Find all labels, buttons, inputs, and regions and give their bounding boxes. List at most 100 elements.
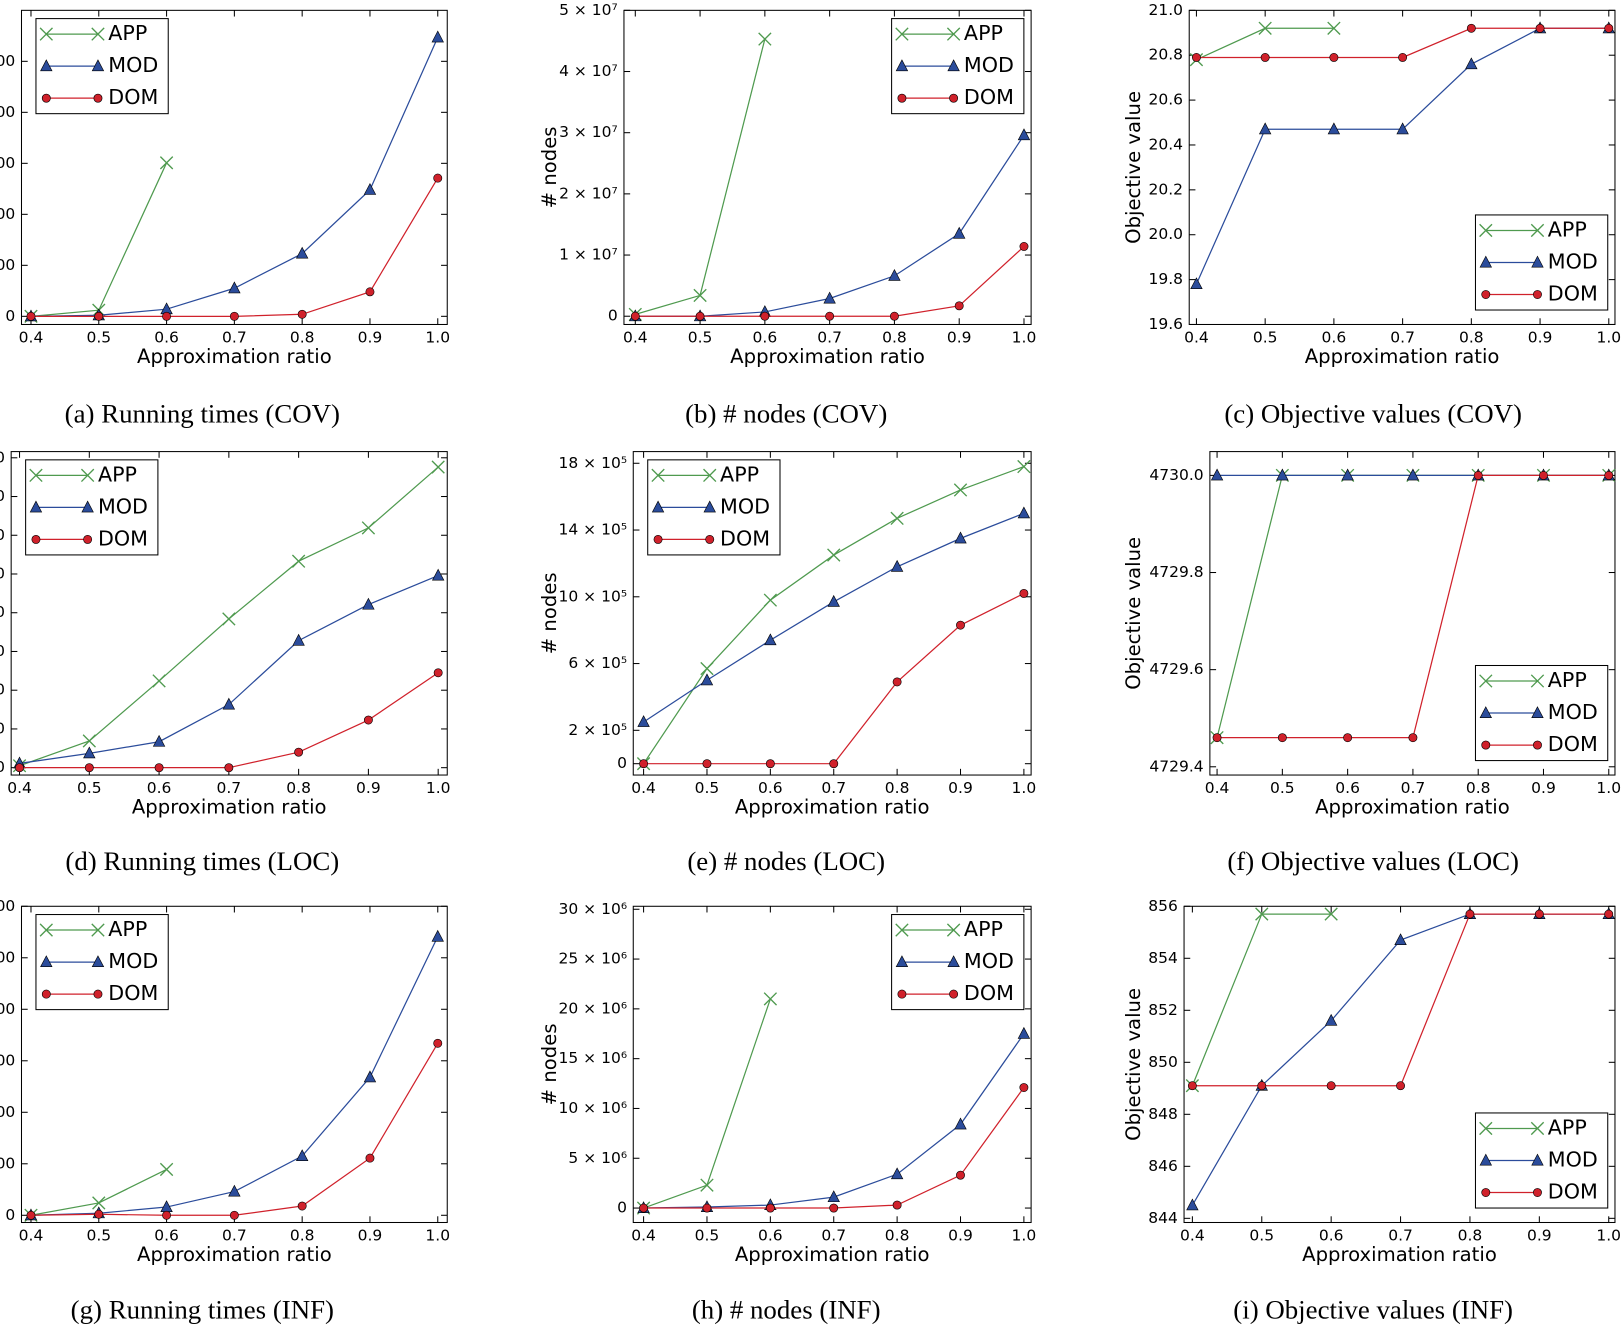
x-tick-label: 0.9: [358, 1226, 383, 1244]
data-point: [433, 1038, 443, 1048]
plot-area: [24, 929, 444, 1222]
legend-marker: [895, 923, 909, 937]
data-point: [1019, 1083, 1029, 1092]
legend: APP MOD DOM: [1474, 664, 1609, 762]
x-tick-label: 0.6: [147, 779, 172, 797]
x-tick-label: 0.4: [7, 779, 32, 797]
data-point: [1276, 468, 1289, 481]
series-line: [19, 672, 439, 769]
legend-marker: [1481, 1188, 1491, 1197]
data-point: [890, 1167, 904, 1180]
legend-label: DOM: [720, 526, 770, 550]
legend-label: APP: [108, 21, 147, 45]
y-tick-label: 20.4: [1149, 135, 1184, 153]
data-point: [765, 759, 775, 769]
x-tick-label: 0.6: [758, 1226, 783, 1244]
data-point: [433, 668, 443, 678]
x-tick-label: 0.4: [1205, 779, 1230, 797]
legend-marker: [1531, 255, 1544, 268]
y-tick-label: 800: [0, 448, 5, 466]
x-tick-label: 0.6: [758, 779, 783, 797]
legend-marker: [1481, 290, 1491, 299]
data-point: [763, 593, 778, 607]
y-axis-label: Objective value: [1122, 537, 1145, 690]
y-tick-label: 400: [0, 603, 5, 621]
data-point: [1398, 53, 1408, 62]
data-point: [26, 311, 36, 321]
data-point: [1534, 909, 1544, 919]
y-tick-label: 200: [0, 1103, 15, 1121]
x-tick-label: 0.6: [1322, 328, 1347, 346]
y-tick-label: 600: [0, 897, 15, 915]
legend-label: MOD: [964, 949, 1014, 973]
data-point: [1019, 589, 1029, 598]
x-tick-label: 0.6: [753, 328, 778, 346]
x-tick-label: 0.4: [1184, 328, 1209, 346]
legend-label: DOM: [108, 85, 158, 109]
legend-label: DOM: [1548, 732, 1598, 756]
x-tick-label: 0.8: [882, 328, 907, 346]
y-tick-label: 30 × 10⁶: [559, 900, 628, 918]
data-point: [1210, 468, 1224, 481]
plot-area: [1210, 468, 1616, 745]
legend-marker: [1479, 706, 1492, 718]
legend-label: MOD: [1548, 700, 1598, 724]
legend-marker: [81, 500, 94, 513]
x-tick-label: 0.5: [695, 1226, 720, 1244]
plot-area: [24, 30, 444, 323]
caption: (e) # nodes (LOC): [687, 846, 885, 876]
x-axis-label: Approximation ratio: [132, 796, 327, 819]
y-tick-label: 3 × 10⁷: [559, 123, 618, 141]
x-axis-label: Approximation ratio: [137, 1243, 332, 1266]
data-point: [1258, 122, 1272, 135]
data-point: [702, 1203, 712, 1213]
legend-marker: [653, 534, 663, 544]
data-point: [229, 311, 239, 321]
y-tick-label: 10 × 10⁶: [559, 1099, 628, 1117]
data-point: [431, 568, 445, 581]
data-point: [1341, 468, 1354, 481]
y-axis-label: # nodes: [538, 126, 561, 208]
data-point: [295, 1149, 309, 1162]
data-point: [954, 301, 964, 311]
series-line: [643, 998, 771, 1209]
x-axis-label: Approximation ratio: [1305, 345, 1500, 368]
y-tick-label: 200: [0, 205, 15, 223]
subplot: 0.4 0.5 0.6 0.7 0.8 0.9 1.0 844 846 848 850 852 854 8…: [1122, 897, 1621, 1325]
plot-area: [628, 32, 1031, 322]
y-tick-label: 20.8: [1149, 46, 1184, 64]
x-tick-label: 0.9: [948, 779, 973, 797]
x-tick-label: 1.0: [1596, 328, 1621, 346]
data-point: [1396, 122, 1409, 135]
x-tick-label: 0.9: [948, 1226, 973, 1244]
series-line: [643, 1033, 1025, 1209]
data-point: [700, 1178, 714, 1192]
axes-frame: [1183, 905, 1616, 1224]
data-point: [1017, 506, 1031, 519]
data-point: [1190, 277, 1203, 290]
legend-marker: [949, 93, 959, 103]
legend-marker: [83, 534, 93, 544]
legend-marker: [651, 500, 665, 513]
y-tick-label: 100: [0, 256, 15, 274]
legend-marker: [1531, 706, 1544, 718]
y-tick-label: 400: [0, 103, 15, 121]
x-tick-label: 0.5: [86, 328, 111, 346]
x-tick-label: 0.5: [1253, 328, 1278, 346]
data-point: [1017, 128, 1031, 141]
x-tick-label: 0.8: [290, 328, 315, 346]
legend-marker: [1479, 1121, 1493, 1136]
y-tick-label: 500: [0, 52, 15, 70]
y-axis-label: # nodes: [538, 572, 561, 654]
x-tick-label: 0.9: [1531, 779, 1556, 797]
legend-marker: [80, 468, 95, 483]
x-tick-label: 0.4: [631, 779, 656, 797]
caption: (f) Objective values (LOC): [1227, 846, 1519, 876]
x-axis-label: Approximation ratio: [735, 796, 930, 819]
data-point: [229, 1210, 239, 1220]
data-point: [829, 1203, 839, 1213]
x-tick-label: 0.9: [358, 328, 383, 346]
x-tick-label: 0.5: [1270, 779, 1295, 797]
x-tick-label: 0.7: [1388, 1226, 1413, 1244]
caption: (a) Running times (COV): [65, 399, 340, 429]
